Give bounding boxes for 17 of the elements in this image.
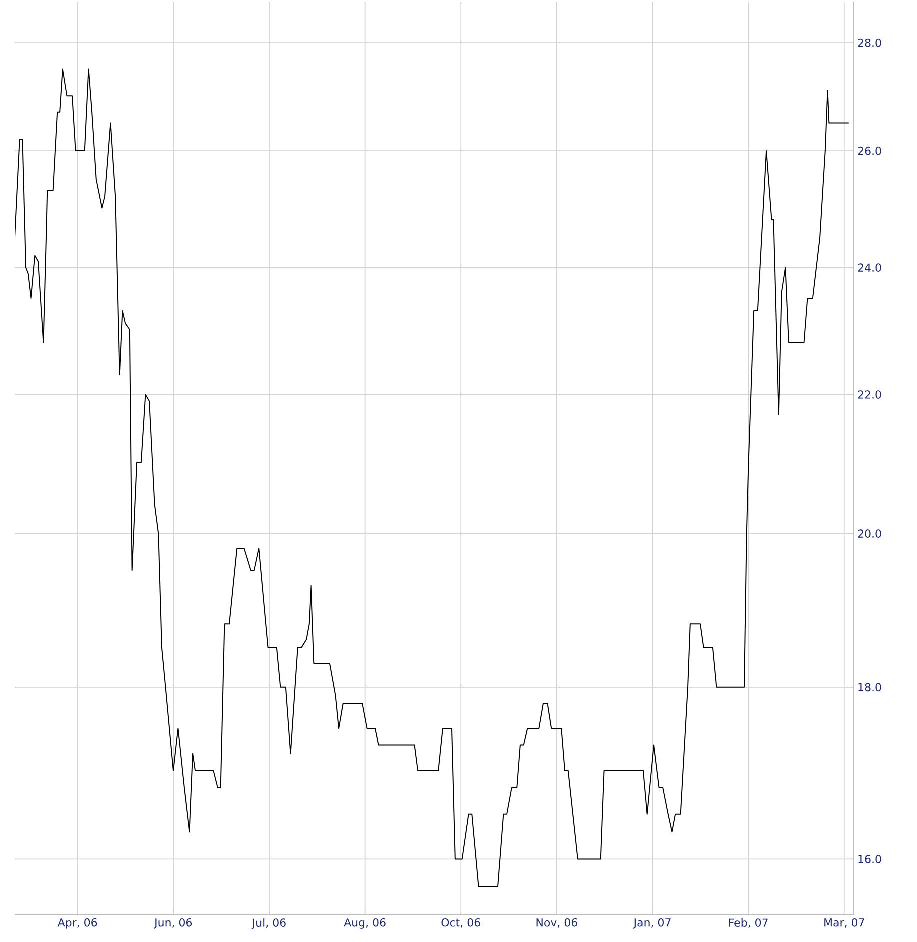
- y-tick-label: 20.0: [858, 530, 882, 538]
- x-tick-label: Mar, 07: [824, 918, 864, 928]
- y-tick-label: 24.0: [858, 264, 882, 272]
- y-tick-label: 18.0: [858, 683, 882, 692]
- x-tick-label: Jun, 06: [154, 918, 192, 929]
- x-tick-label: Nov, 06: [536, 918, 578, 928]
- x-tick-label: Aug, 06: [344, 918, 386, 929]
- x-tick-label: Feb, 07: [729, 918, 768, 928]
- line-series: [15, 68, 850, 888]
- y-tick-label: 28.0: [858, 38, 882, 48]
- x-tick-label: Apr, 06: [58, 918, 98, 929]
- x-tick-label: Oct, 06: [442, 918, 480, 928]
- x-tick-label: Jan, 07: [633, 918, 671, 929]
- y-tick-label: 16.0: [858, 855, 882, 864]
- x-tick-label: Jul, 06: [252, 918, 286, 930]
- y-tick-label: 26.0: [858, 146, 882, 156]
- y-tick-label: 22.0: [858, 390, 882, 399]
